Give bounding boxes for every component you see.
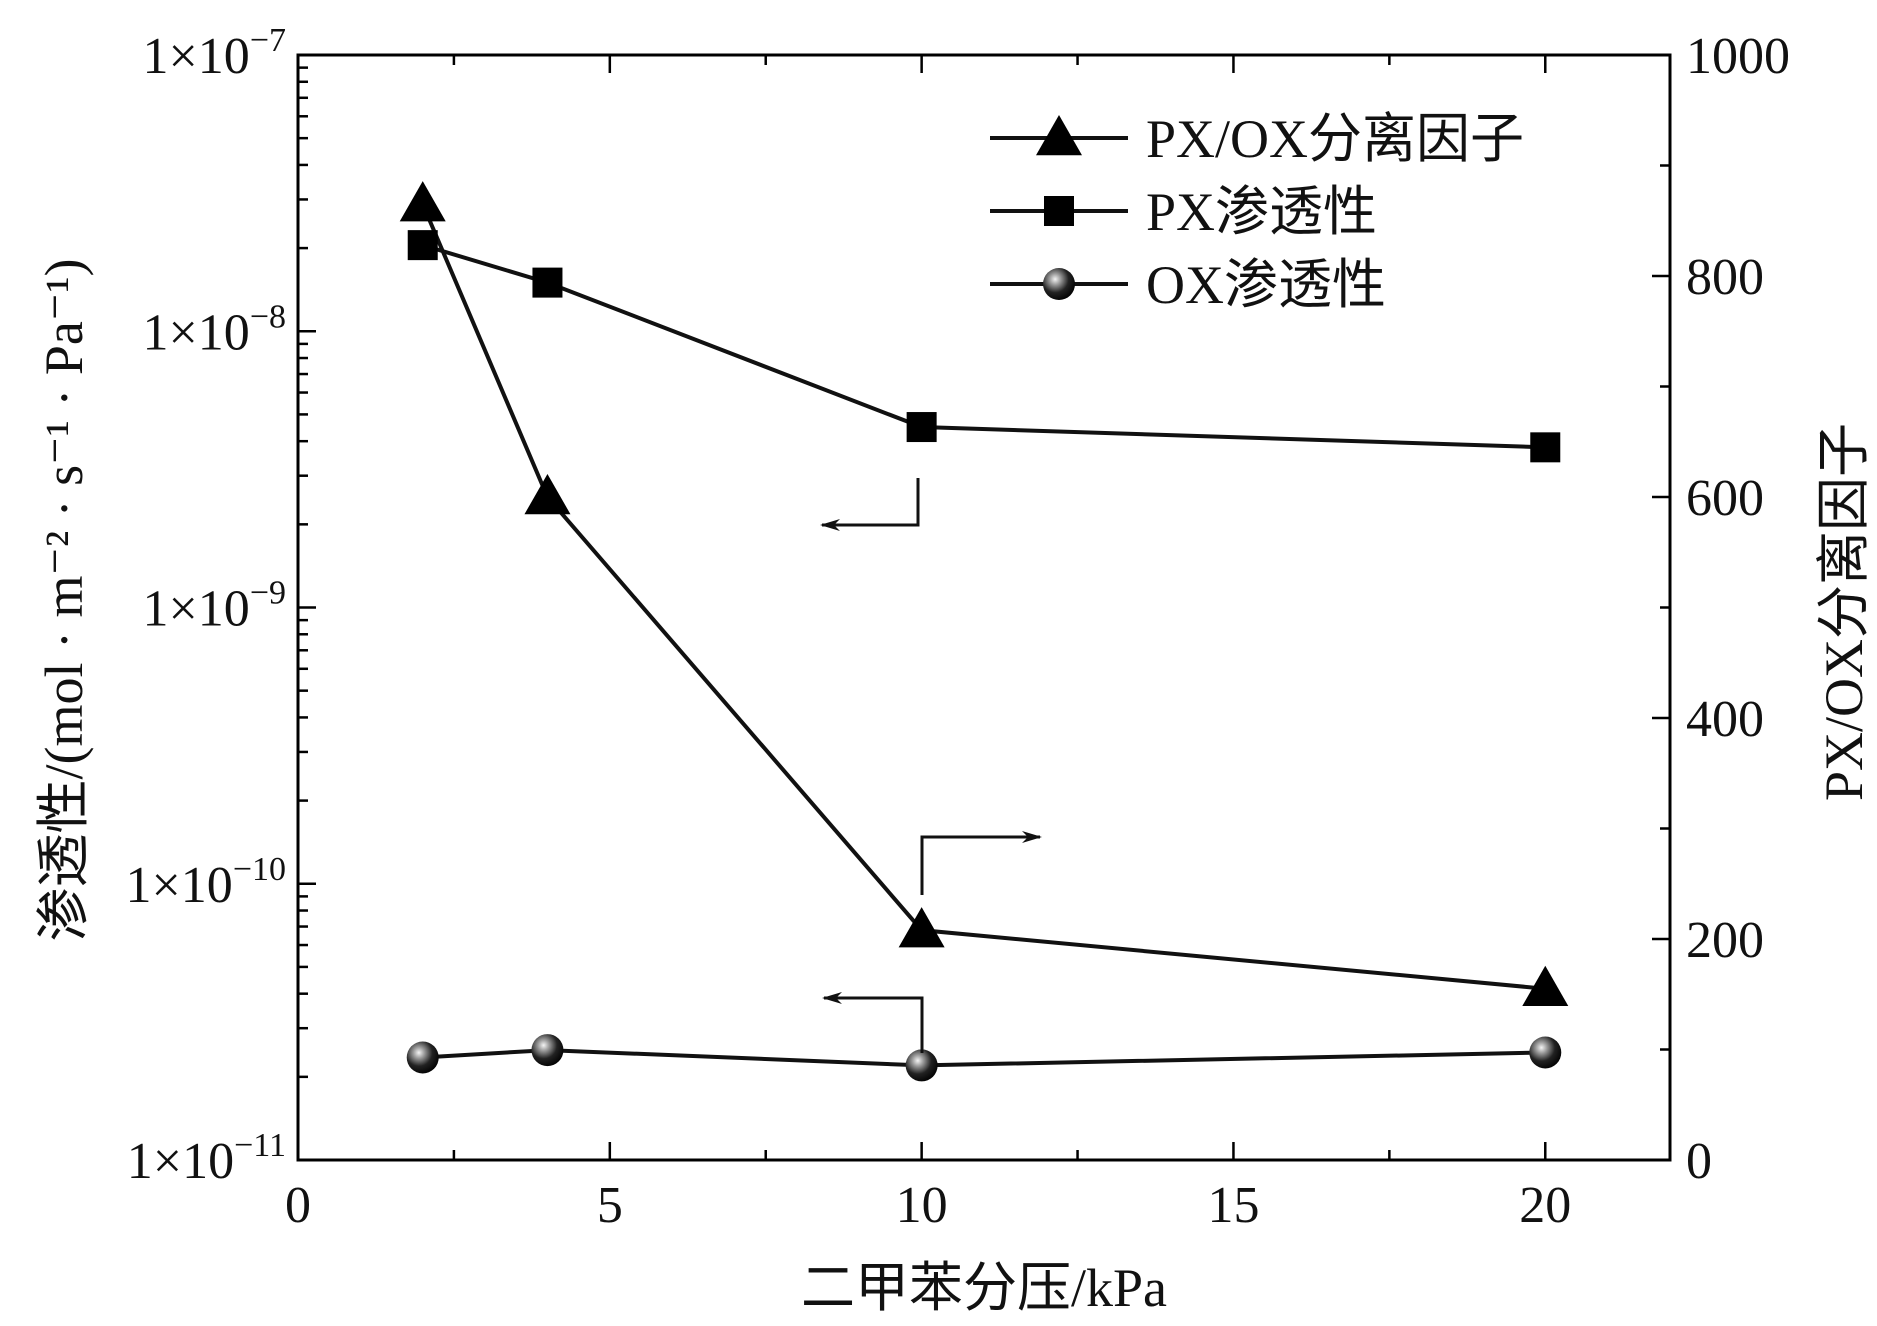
legend-marker (1036, 115, 1082, 156)
y-right-tick-label: 0 (1686, 1133, 1712, 1190)
point-separation-factor (1522, 965, 1569, 1006)
legend-entry-px-permeance: PX渗透性 (990, 182, 1377, 242)
series-layer (399, 181, 1569, 1082)
point-ox-permeance (406, 1041, 439, 1074)
point-px-permeance (532, 267, 563, 298)
legend-marker (1044, 196, 1074, 226)
plot-area-border (296, 53, 1672, 1162)
y-left-tick-label: 1×10−7 (142, 22, 286, 85)
y-left-tick-label: 1×10−8 (142, 298, 286, 361)
series-ox-permeance (406, 1034, 1562, 1082)
legend-label: PX/OX分离因子 (1146, 109, 1524, 169)
y-left-tick-label: 1×10−10 (125, 851, 286, 914)
point-separation-factor (399, 181, 446, 222)
x-axis-ticks (296, 55, 1547, 1160)
plot-frame (296, 53, 1672, 1162)
y-right-tick-label: 1000 (1686, 28, 1790, 85)
y-right-axis-ticks (1652, 53, 1670, 1162)
series-line-separation-factor (420, 203, 1546, 991)
x-tick-label: 15 (1207, 1177, 1259, 1234)
arrow-ox-permeance-to-left-axis (822, 992, 924, 1053)
x-axis-tick-labels: 0 5 10 15 20 (285, 1177, 1571, 1234)
annotation-arrows (820, 478, 1042, 1053)
x-axis-title: 二甲苯分压/kPa (801, 1258, 1167, 1318)
point-ox-permeance (905, 1049, 938, 1082)
point-separation-factor (524, 474, 571, 515)
point-separation-factor (898, 907, 945, 948)
series-line-ox-permeance (422, 1048, 1546, 1068)
point-px-permeance (906, 412, 937, 443)
series-line-px-permeance (422, 243, 1546, 450)
point-ox-permeance (531, 1034, 564, 1067)
arrow-separation-factor-to-right-axis (920, 831, 1042, 895)
y-left-tick-label: 1×10−11 (127, 1127, 286, 1190)
x-tick-label: 0 (285, 1177, 311, 1234)
arrow-px-permeance-to-left-axis (820, 478, 920, 531)
y-left-axis-ticks (298, 66, 316, 1162)
legend-label: OX渗透性 (1146, 255, 1386, 315)
legend-entry-separation-factor: PX/OX分离因子 (990, 109, 1524, 169)
x-tick-label: 5 (597, 1177, 623, 1234)
legend: PX/OX分离因子 PX渗透性 OX渗透性 (990, 109, 1524, 315)
y-right-tick-label: 400 (1686, 691, 1764, 748)
point-px-permeance (407, 230, 438, 261)
point-px-permeance (1530, 432, 1561, 463)
y-left-axis-tick-labels: 1×10−7 1×10−8 1×10−9 1×10−10 1×10−11 (125, 22, 286, 1190)
y-right-axis-title: PX/OX分离因子 (1814, 423, 1874, 801)
point-ox-permeance (1529, 1036, 1562, 1069)
y-right-tick-label: 200 (1686, 912, 1764, 969)
legend-label: PX渗透性 (1146, 182, 1377, 242)
x-tick-label: 10 (896, 1177, 948, 1234)
series-px-permeance (407, 230, 1561, 463)
legend-entry-ox-permeance: OX渗透性 (990, 255, 1386, 315)
series-separation-factor (399, 181, 1569, 1006)
legend-marker (1043, 268, 1075, 300)
y-right-tick-label: 600 (1686, 470, 1764, 527)
x-tick-label: 20 (1519, 1177, 1571, 1234)
y-left-axis-title: 渗透性/(mol · m⁻² · s⁻¹ · Pa⁻¹) (34, 258, 94, 941)
y-right-tick-label: 800 (1686, 249, 1764, 306)
y-left-tick-label: 1×10−9 (142, 575, 286, 638)
y-right-axis-tick-labels: 0 200 400 600 800 1000 (1686, 28, 1790, 1190)
